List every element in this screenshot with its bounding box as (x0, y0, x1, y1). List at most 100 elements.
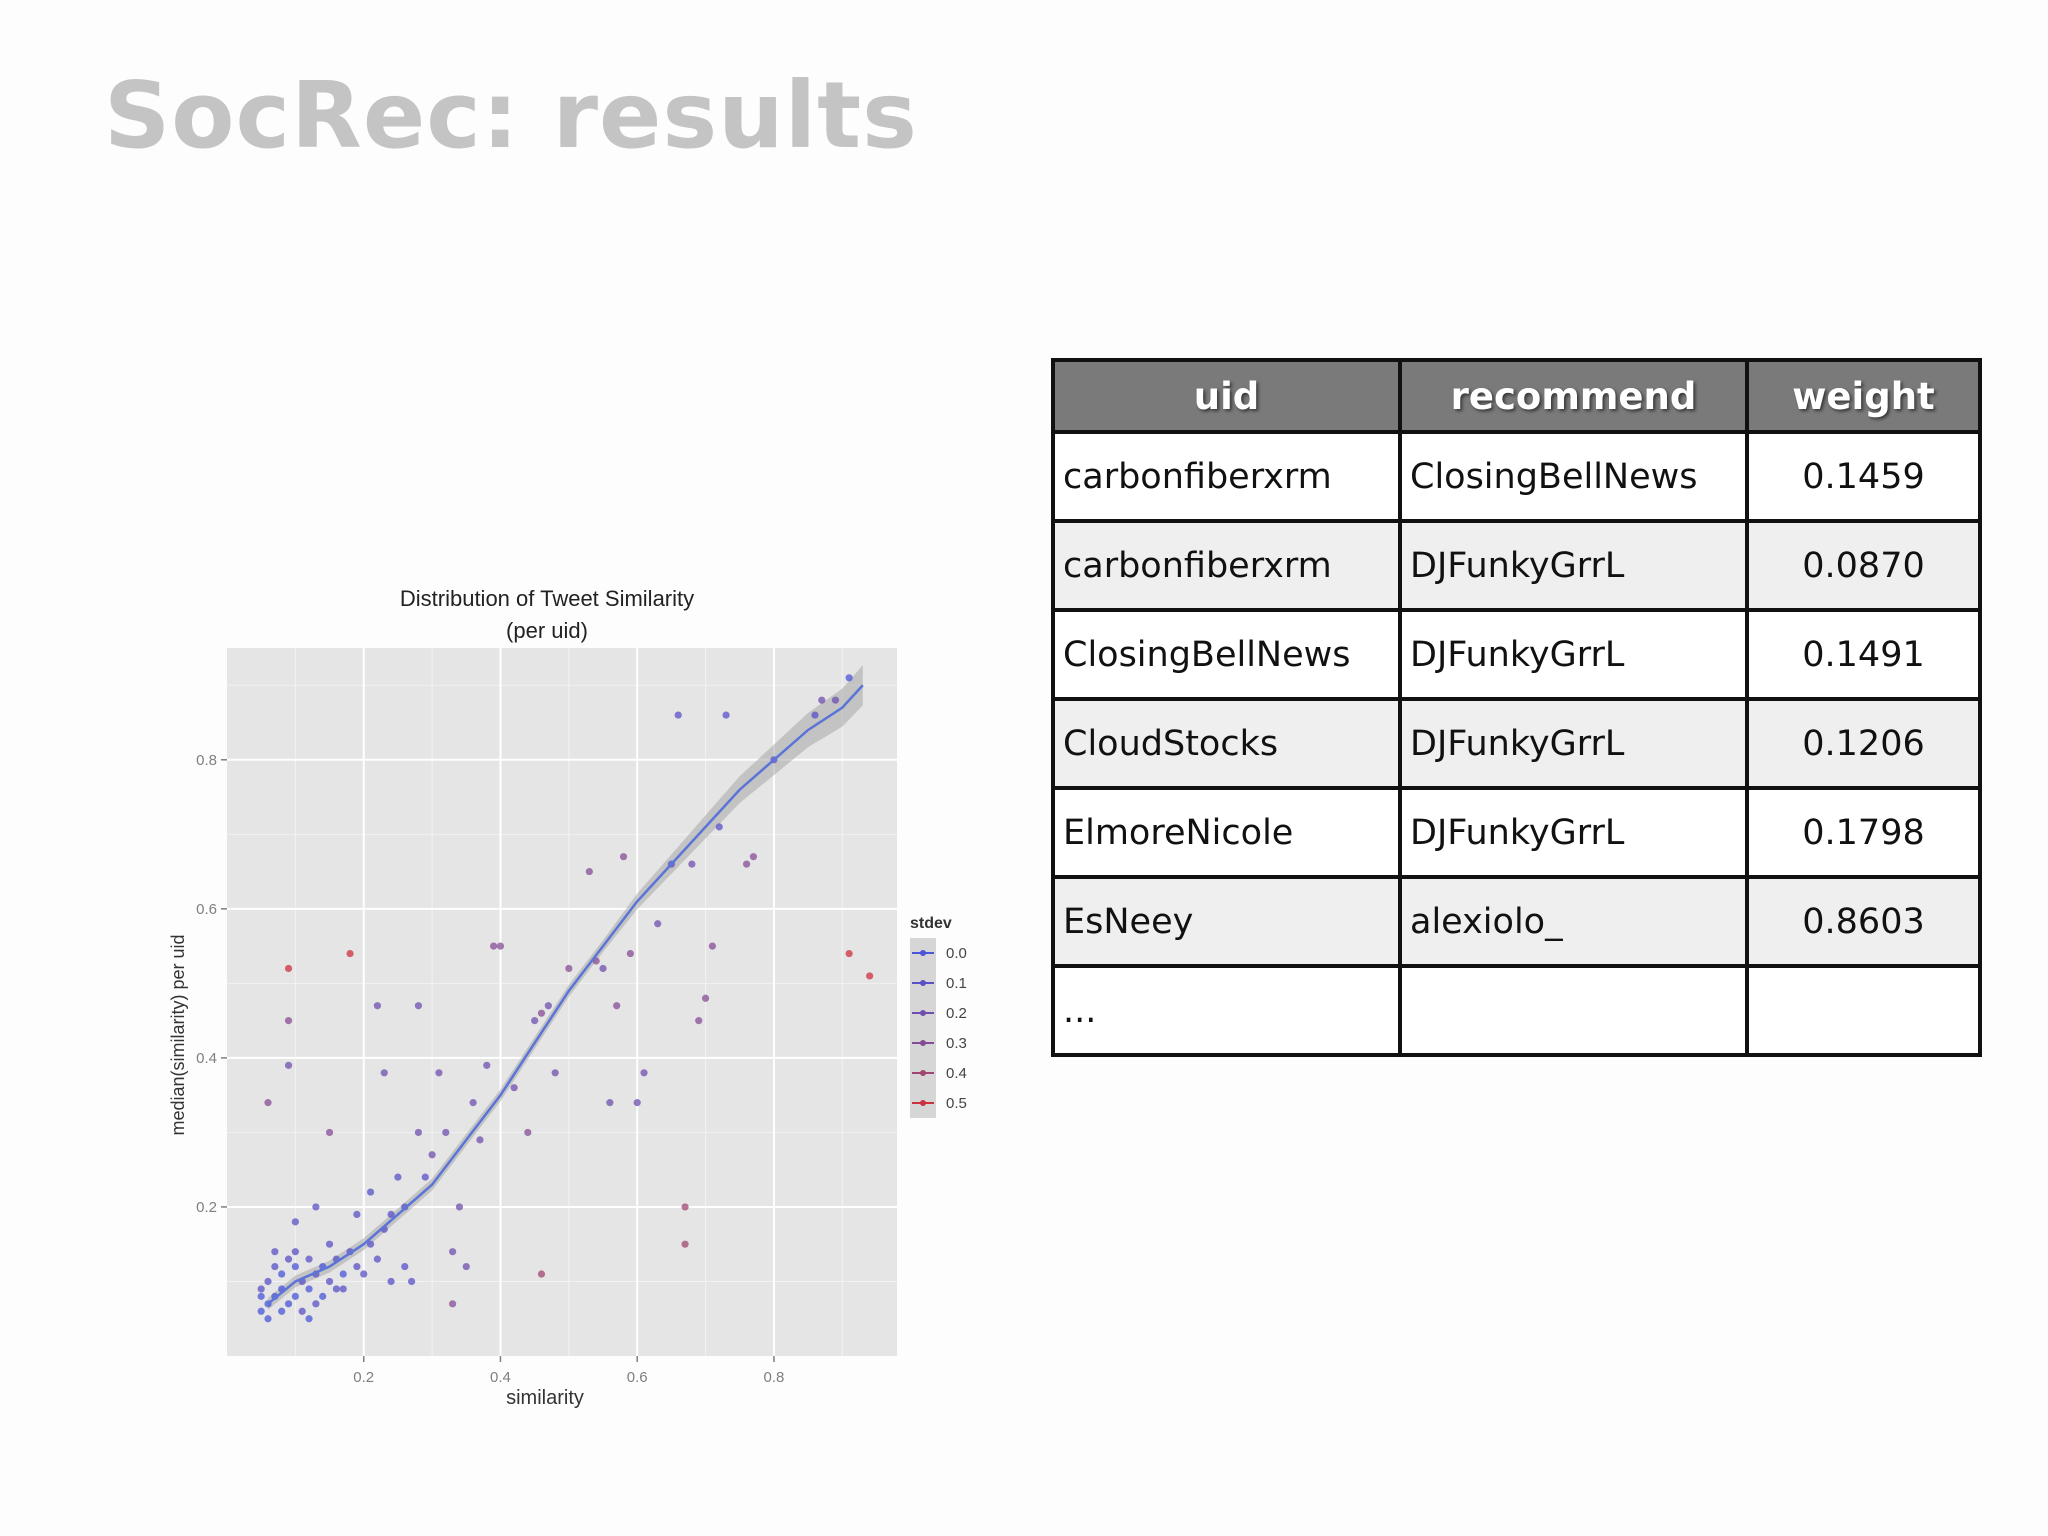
legend-key-dot (920, 1010, 926, 1016)
data-point (455, 1203, 464, 1211)
data-point (387, 1277, 395, 1286)
cell-recommend: DJFunkyGrrL (1398, 519, 1749, 612)
trend-line (267, 684, 864, 1305)
data-point (510, 1084, 518, 1092)
chart-title: Distribution of Tweet Similarity (400, 586, 694, 611)
column-header-recommend: recommend (1398, 358, 1749, 434)
data-point (264, 1277, 272, 1286)
data-point (708, 942, 717, 950)
grid-lines (227, 648, 897, 1356)
data-point (715, 823, 723, 831)
table-row: ... (1051, 964, 1982, 1057)
cell-weight: 0.8603 (1745, 875, 1982, 968)
data-point (373, 1255, 382, 1263)
legend-entry-label: 0.4 (946, 1065, 967, 1082)
trend-line-path (267, 684, 864, 1305)
slide-title: SocRec: results (104, 62, 918, 169)
y-tick-label: 0.2 (196, 1199, 217, 1216)
data-point (257, 1285, 265, 1293)
data-point (291, 1292, 299, 1300)
data-point (421, 1173, 429, 1181)
data-point (366, 1188, 375, 1196)
data-point (681, 1203, 689, 1211)
data-point (845, 949, 853, 958)
cell-recommend: DJFunkyGrrL (1398, 786, 1749, 879)
data-point (449, 1300, 457, 1308)
data-point (845, 674, 853, 682)
data-point (366, 1240, 375, 1248)
cell-weight: 0.1798 (1745, 786, 1982, 879)
column-header-uid: uid (1051, 358, 1402, 434)
cell-uid: carbonfiberxrm (1051, 430, 1402, 523)
data-point (811, 711, 819, 719)
legend-entry-label: 0.5 (946, 1095, 967, 1112)
cell-uid: carbonfiberxrm (1051, 519, 1402, 612)
data-point (360, 1270, 368, 1278)
cell-weight: 0.0870 (1745, 519, 1982, 612)
data-point (695, 1017, 703, 1025)
cell-weight: 0.1491 (1745, 608, 1982, 701)
data-point (332, 1285, 340, 1293)
data-point (640, 1069, 648, 1077)
data-point (435, 1069, 443, 1077)
data-point (749, 853, 758, 861)
confidence-band (268, 665, 863, 1310)
data-point (524, 1128, 532, 1137)
data-point (284, 964, 293, 973)
data-point (257, 1307, 265, 1315)
data-point (606, 1099, 614, 1107)
data-point (619, 853, 628, 861)
data-point (380, 1069, 388, 1077)
data-point (722, 711, 730, 719)
data-point (469, 1099, 477, 1107)
x-axis-label: similarity (506, 1387, 584, 1409)
data-point (633, 1099, 641, 1107)
data-point (325, 1240, 334, 1248)
data-point (688, 860, 696, 868)
cell-weight: 0.1206 (1745, 697, 1982, 790)
legend-key-background (910, 938, 936, 1118)
results-table: uid recommend weight carbonfiberxrm Clos… (1051, 358, 1982, 1057)
cell-recommend: DJFunkyGrrL (1398, 697, 1749, 790)
data-point (271, 1248, 279, 1256)
data-point (565, 964, 573, 973)
table-header-row: uid recommend weight (1051, 358, 1982, 434)
x-tick-label: 0.2 (353, 1369, 374, 1386)
legend-key-dot (920, 980, 926, 986)
cell-recommend: DJFunkyGrrL (1398, 608, 1749, 701)
cell-recommend (1398, 964, 1749, 1057)
data-point (291, 1262, 299, 1271)
data-point (407, 1277, 416, 1286)
cell-weight: 0.1459 (1745, 430, 1982, 523)
legend-entry-label: 0.1 (946, 975, 967, 992)
table-row: ElmoreNicole DJFunkyGrrL 0.1798 (1051, 786, 1982, 879)
data-point (394, 1173, 402, 1181)
data-point (544, 1002, 552, 1010)
data-point (654, 920, 662, 928)
data-point (537, 1009, 546, 1017)
legend-title: stdev (910, 915, 952, 932)
data-point (866, 972, 874, 980)
legend-entry-label: 0.2 (946, 1005, 967, 1022)
cell-uid: EsNeey (1051, 875, 1402, 968)
cell-uid: ClosingBellNews (1051, 608, 1402, 701)
chart-subtitle: (per uid) (506, 618, 588, 643)
data-point (537, 1270, 546, 1278)
cell-uid: ... (1051, 964, 1402, 1057)
data-point (284, 1255, 293, 1263)
data-point (818, 696, 826, 704)
data-point (339, 1270, 347, 1278)
table-row: CloudStocks DJFunkyGrrL 0.1206 (1051, 697, 1982, 790)
data-point (387, 1210, 395, 1218)
data-point (681, 1240, 689, 1248)
table-row: carbonfiberxrm DJFunkyGrrL 0.0870 (1051, 519, 1982, 612)
x-tick-label: 0.6 (627, 1369, 648, 1386)
x-tick-label: 0.8 (764, 1369, 785, 1386)
cell-recommend: alexiolo_ (1398, 875, 1749, 968)
data-point (626, 949, 634, 958)
data-point (428, 1151, 436, 1159)
y-tick-label: 0.8 (196, 752, 217, 769)
legend-key-dot (920, 1040, 926, 1046)
data-point (291, 1248, 299, 1256)
y-tick-label: 0.6 (196, 901, 217, 918)
